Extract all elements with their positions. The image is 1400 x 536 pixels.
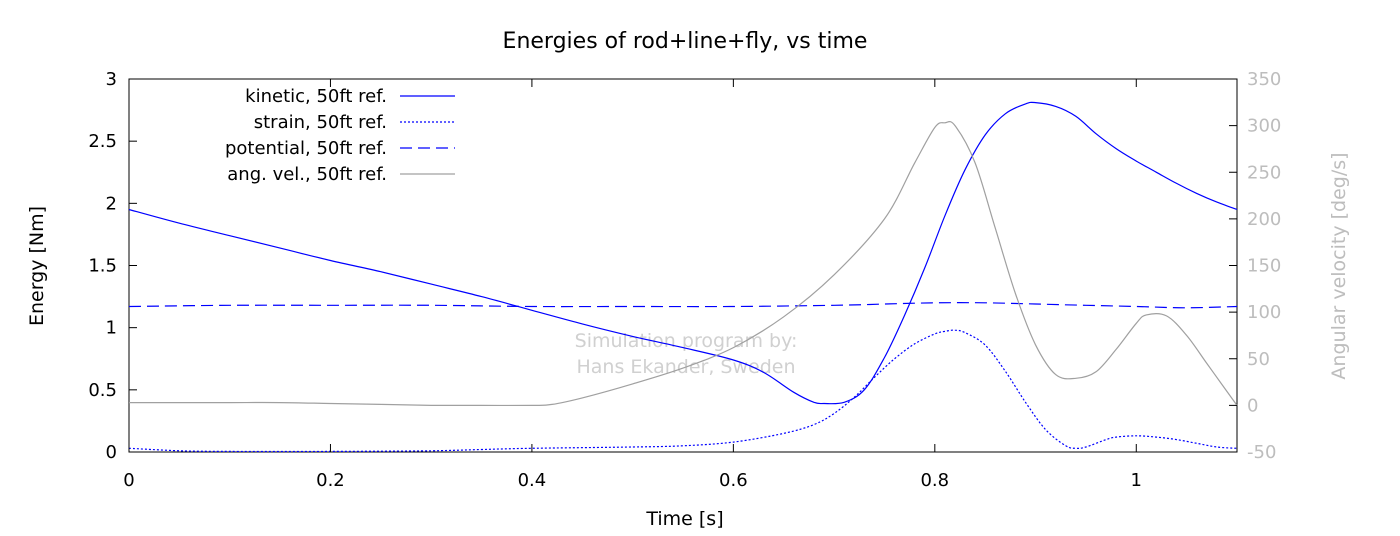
series-line-3 [129,120,1238,407]
legend-label: kinetic, 50ft ref. [245,86,387,107]
y2-tick-label: 0 [1247,395,1258,416]
x-tick-label: 0.6 [719,470,748,491]
y-tick-label: 3 [106,69,117,90]
y-tick-label: 2.5 [88,131,117,152]
series-line-0 [128,101,1238,405]
y2-tick-label: 250 [1247,162,1281,183]
y2-tick-label: 50 [1247,349,1270,370]
y-tick-label: 0 [106,442,117,463]
legend-label: ang. vel., 50ft ref. [227,164,387,185]
legend-label: potential, 50ft ref. [225,138,387,159]
y-tick-label: 2 [106,193,117,214]
y2-tick-label: 100 [1247,302,1281,323]
y2-tick-label: 200 [1247,209,1281,230]
y2-tick-label: -50 [1247,442,1276,463]
chart-title: Energies of rod+line+fly, vs time [503,29,868,54]
series-line-1 [128,329,1238,453]
x-tick-label: 0.4 [518,470,547,491]
x-tick-label: 0 [123,470,134,491]
y2-tick-label: 350 [1247,69,1281,90]
y2-axis-label: Angular velocity [deg/s] [1328,152,1350,379]
y-tick-label: 1.5 [88,256,117,277]
y-tick-label: 1 [106,318,117,339]
x-tick-label: 0.2 [316,470,345,491]
series-line-2 [128,302,1238,309]
y2-tick-label: 300 [1247,116,1281,137]
y-axis-label: Energy [Nm] [26,206,48,326]
y-tick-label: 0.5 [88,380,117,401]
y2-tick-label: 150 [1247,256,1281,277]
x-axis-label: Time [s] [645,508,723,530]
x-tick-label: 0.8 [920,470,949,491]
plot-frame [128,78,1238,453]
x-tick-label: 1 [1131,470,1142,491]
legend-label: strain, 50ft ref. [254,112,387,133]
